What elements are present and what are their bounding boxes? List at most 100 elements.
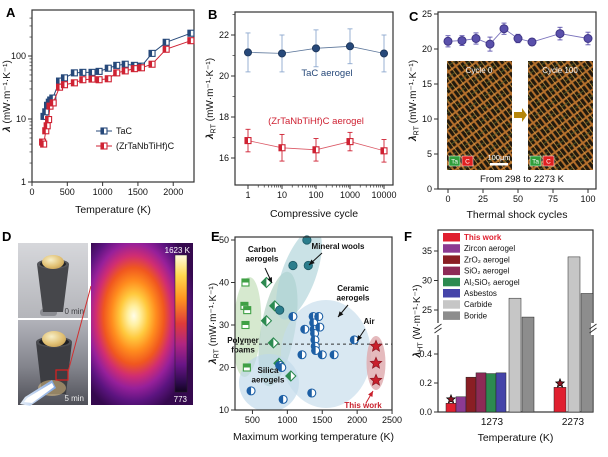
svg-text:Silica: Silica (258, 366, 279, 375)
svg-text:Compressive cycle: Compressive cycle (270, 208, 358, 220)
svg-text:(ZrTaNbTiHf)C: (ZrTaNbTiHf)C (116, 141, 175, 151)
bars-sio₂-aerogel (475, 372, 487, 413)
svg-text:λ (mW·m⁻¹·K⁻¹): λ (mW·m⁻¹·K⁻¹) (2, 60, 13, 133)
legend-swatch (443, 255, 460, 264)
svg-text:Zircon aerogel: Zircon aerogel (464, 244, 515, 253)
svg-text:SiO₂ aerogel: SiO₂ aerogel (464, 267, 510, 276)
svg-text:100: 100 (11, 51, 26, 61)
svg-text:10: 10 (219, 405, 229, 415)
svg-text:1000: 1000 (340, 190, 360, 200)
bars-boride (521, 293, 594, 413)
svg-text:1500: 1500 (128, 187, 148, 197)
panel-label-b: B (208, 7, 218, 22)
group-polymer-foams (240, 278, 252, 372)
svg-text:20: 20 (422, 44, 432, 54)
svg-text:10: 10 (16, 114, 26, 124)
svg-text:35: 35 (422, 246, 432, 256)
bars-this-work (445, 377, 567, 413)
svg-text:2273: 2273 (562, 417, 585, 428)
svg-text:25: 25 (422, 9, 432, 19)
svg-text:1273: 1273 (481, 417, 504, 428)
legend-swatch (443, 300, 460, 309)
svg-text:Asbestos: Asbestos (464, 289, 497, 298)
panel-label-f: F (404, 229, 412, 244)
svg-text:15: 15 (422, 79, 432, 89)
svg-text:30: 30 (422, 276, 432, 286)
svg-text:50: 50 (219, 235, 229, 245)
svg-text:10000: 10000 (371, 190, 396, 200)
svg-text:Maximum working temperature (K: Maximum working temperature (K) (233, 431, 394, 443)
svg-text:Cycle 0: Cycle 0 (466, 66, 493, 75)
svg-text:1623 K: 1623 K (165, 246, 191, 255)
bars-asbestos (495, 372, 507, 413)
svg-text:75: 75 (548, 194, 558, 204)
legend-swatch (443, 266, 460, 276)
svg-text:aerogels: aerogels (337, 294, 370, 303)
panel-b-chart: 1 10 100 1000 10000 16 18 20 22 TaC aerogel (ZrTaN… (205, 11, 397, 220)
panel-c-chart: 0 25 50 75 100 0 5 10 15 20 25 Cycle 0 Ta C Cycle 100 T… (408, 9, 597, 221)
panel-d-photos: 0 min 5 min 1623 K 773 (18, 243, 193, 406)
svg-text:0.2: 0.2 (419, 378, 432, 388)
svg-text:5 min: 5 min (64, 394, 84, 403)
svg-text:30: 30 (219, 320, 229, 330)
panel-label-d: D (2, 229, 12, 244)
svg-text:(ZrTaNbTiHf)C aerogel: (ZrTaNbTiHf)C aerogel (268, 116, 364, 127)
svg-text:10: 10 (422, 114, 432, 124)
svg-text:Thermal shock cycles: Thermal shock cycles (467, 209, 568, 221)
svg-text:10: 10 (277, 190, 287, 200)
svg-text:25: 25 (422, 305, 432, 315)
svg-text:Temperature (K): Temperature (K) (478, 432, 554, 444)
legend-swatch (443, 277, 460, 287)
panel-label-c: C (409, 9, 419, 24)
svg-text:1000: 1000 (93, 187, 113, 197)
svg-text:18: 18 (219, 112, 229, 122)
group-ceramic-aerogels (288, 311, 359, 398)
svg-text:773: 773 (174, 395, 188, 404)
legend-swatch (443, 233, 460, 242)
group-carbon-aerogels (260, 276, 297, 382)
svg-text:25: 25 (478, 194, 488, 204)
svg-text:1000: 1000 (277, 415, 297, 425)
group-mineral-wools (275, 235, 313, 315)
thermal-image: 1623 K 773 (91, 243, 193, 405)
series-(ZrTaNbTiHf)C (39, 37, 195, 148)
svg-text:1: 1 (245, 190, 250, 200)
bars-zircon-aerogel (455, 396, 467, 413)
bars-al₂sio₅-aerogel (485, 373, 497, 413)
svg-text:100: 100 (308, 190, 323, 200)
svg-text:100μm: 100μm (487, 153, 510, 162)
svg-text:1500: 1500 (312, 415, 332, 425)
svg-text:50: 50 (513, 194, 523, 204)
series-(ZrTaNbTiHf)C-aerogel (244, 128, 388, 163)
svg-text:foams: foams (231, 346, 255, 355)
svg-text:0: 0 (29, 187, 34, 197)
svg-text:100: 100 (580, 194, 595, 204)
svg-text:Cycle 100: Cycle 100 (542, 66, 578, 75)
series-TaC-aerogel (244, 28, 388, 73)
bars-zro₂-aerogel (465, 376, 477, 413)
inset-cycle-100: Cycle 100 Ta C (528, 61, 593, 170)
svg-text:λHT (W·m⁻¹·K⁻¹): λHT (W·m⁻¹·K⁻¹) (412, 285, 425, 359)
svg-text:Carbide: Carbide (464, 300, 493, 309)
svg-text:Boride: Boride (464, 311, 488, 320)
svg-text:Polymer: Polymer (227, 336, 259, 345)
svg-text:20: 20 (219, 363, 229, 373)
svg-text:22: 22 (219, 30, 229, 40)
series-thermal-shock (443, 22, 593, 52)
svg-text:aerogels: aerogels (246, 255, 279, 264)
photo-5min: 5 min (18, 320, 88, 406)
svg-text:λRT (mW·m⁻¹·K⁻¹): λRT (mW·m⁻¹·K⁻¹) (208, 283, 221, 365)
svg-text:0: 0 (445, 194, 450, 204)
svg-text:2000: 2000 (347, 415, 367, 425)
svg-text:C: C (465, 159, 470, 166)
panel-label-a: A (6, 5, 16, 20)
svg-text:Temperature (K): Temperature (K) (75, 204, 151, 216)
panel-f-chart: 25 30 35 0.0 0.2 0.4 This work Zircon aerogel Zr… (412, 229, 597, 444)
svg-text:0.4: 0.4 (419, 349, 432, 359)
svg-text:This work: This work (344, 401, 382, 410)
svg-text:Ceramic: Ceramic (337, 284, 369, 293)
svg-text:λRT (mW·m⁻¹·K⁻¹): λRT (mW·m⁻¹·K⁻¹) (205, 58, 218, 140)
svg-text:Air: Air (363, 317, 374, 326)
svg-text:0 min: 0 min (64, 307, 84, 316)
